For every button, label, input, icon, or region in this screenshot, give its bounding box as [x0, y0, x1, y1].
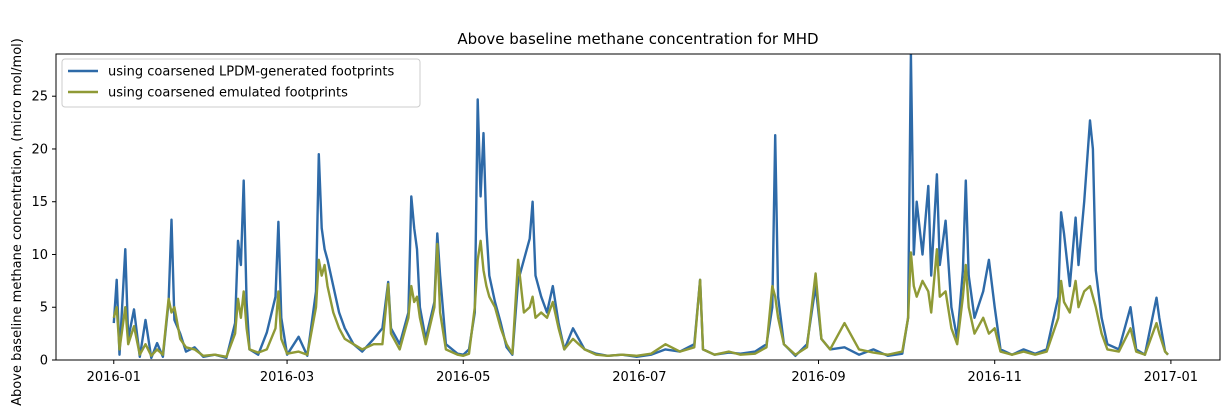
y-tick-label: 25	[31, 90, 48, 105]
x-tick-label: 2016-03	[260, 370, 314, 385]
series-line-2	[112, 239, 1169, 358]
y-tick-label: 5	[40, 301, 48, 316]
chart-title: Above baseline methane concentration for…	[457, 30, 818, 48]
x-tick-label: 2017-01	[1144, 370, 1198, 385]
legend-box	[61, 58, 421, 108]
y-tick-label: 10	[31, 248, 48, 263]
y-tick-label: 0	[40, 354, 48, 369]
y-tick-label: 15	[31, 195, 48, 210]
y-tick-label: 20	[31, 142, 48, 157]
x-tick-label: 2016-09	[791, 370, 845, 385]
series-layer	[112, 54, 1169, 360]
x-axis: 2016-01 2016-03 2016-05 2016-07 2016-09 2016-…	[87, 360, 1198, 385]
x-tick-label: 2016-07	[612, 370, 666, 385]
legend-label-2: using coarsened emulated footprints	[108, 86, 348, 101]
x-tick-label: 2016-11	[968, 370, 1022, 385]
x-tick-label: 2016-01	[87, 370, 141, 385]
y-axis-label: Above baseline methane concentration, (m…	[10, 38, 25, 406]
y-axis: 0 5 10 15 20 25	[31, 90, 56, 369]
x-tick-label: 2016-05	[436, 370, 490, 385]
legend-label-1: using coarsened LPDM-generated footprint…	[108, 65, 394, 80]
plot-area	[112, 54, 1169, 360]
legend: using coarsened LPDM-generated footprint…	[61, 58, 421, 108]
plot-frame	[55, 53, 1221, 361]
